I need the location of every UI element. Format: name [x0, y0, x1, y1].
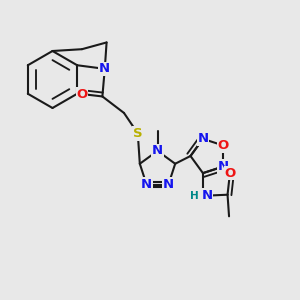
- Text: N: N: [141, 178, 152, 191]
- Text: O: O: [76, 88, 88, 100]
- Text: N: N: [163, 178, 174, 191]
- Text: N: N: [197, 132, 208, 146]
- Text: H: H: [190, 190, 199, 201]
- Text: S: S: [133, 127, 142, 140]
- Text: N: N: [218, 160, 229, 173]
- Text: N: N: [152, 144, 163, 158]
- Text: O: O: [224, 167, 236, 180]
- Text: N: N: [202, 189, 213, 202]
- Text: O: O: [218, 139, 229, 152]
- Text: N: N: [99, 62, 110, 75]
